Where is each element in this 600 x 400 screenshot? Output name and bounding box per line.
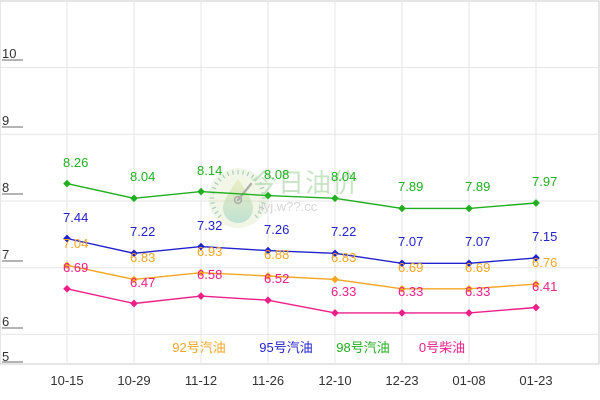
svg-text:jiyj.w??.cc: jiyj.w??.cc [257, 199, 318, 214]
